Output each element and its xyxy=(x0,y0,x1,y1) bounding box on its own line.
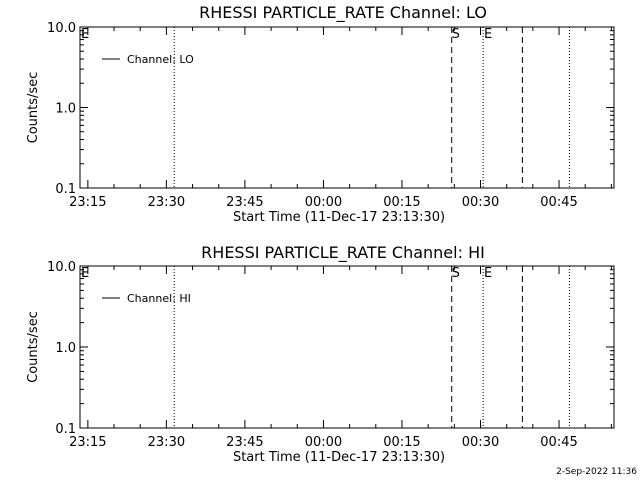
plot-frame xyxy=(79,26,615,189)
event-marker-label: S xyxy=(452,266,460,281)
x-tick-label: 00:15 xyxy=(383,435,420,450)
timestamp-stamp: 2-Sep-2022 11:36 xyxy=(556,467,637,477)
y-axis-label: Counts/sec xyxy=(26,72,41,144)
chart-title: RHESSI PARTICLE_RATE Channel: HI xyxy=(201,243,485,263)
event-marker-label: E xyxy=(484,27,492,42)
x-tick-label: 00:30 xyxy=(462,435,499,450)
x-tick-label: 00:00 xyxy=(305,435,342,450)
x-tick-label: 00:30 xyxy=(462,195,499,210)
x-tick-label: 23:15 xyxy=(69,195,106,210)
edge-marker-label: E xyxy=(81,27,89,42)
x-axis-label: Start Time (11-Dec-17 23:13:30) xyxy=(233,450,445,465)
x-tick-label: 00:00 xyxy=(305,195,342,210)
y-tick-label: 1.0 xyxy=(55,102,76,117)
edge-marker-label: E xyxy=(81,266,89,281)
y-tick-label: 0.1 xyxy=(55,182,76,197)
x-tick-label: 23:45 xyxy=(226,195,263,210)
x-tick-label: 23:30 xyxy=(148,435,185,450)
event-marker-label: S xyxy=(452,27,460,42)
y-tick-label: 10.0 xyxy=(47,260,76,275)
y-tick-label: 1.0 xyxy=(55,341,76,356)
chart-title: RHESSI PARTICLE_RATE Channel: LO xyxy=(199,3,487,23)
x-axis-label: Start Time (11-Dec-17 23:13:30) xyxy=(233,210,445,225)
legend-label: Channel: LO xyxy=(127,53,194,66)
legend-label: Channel: HI xyxy=(127,292,191,305)
x-tick-label: 23:15 xyxy=(69,435,106,450)
x-tick-label: 00:45 xyxy=(540,435,577,450)
y-tick-label: 10.0 xyxy=(47,21,76,36)
x-tick-label: 23:45 xyxy=(226,435,263,450)
y-tick-label: 0.1 xyxy=(55,422,76,437)
x-tick-label: 00:45 xyxy=(540,195,577,210)
x-tick-label: 23:30 xyxy=(148,195,185,210)
plot-frame xyxy=(79,265,615,429)
event-marker-label: E xyxy=(484,266,492,281)
y-axis-label: Counts/sec xyxy=(26,311,41,383)
x-tick-label: 00:15 xyxy=(383,195,420,210)
